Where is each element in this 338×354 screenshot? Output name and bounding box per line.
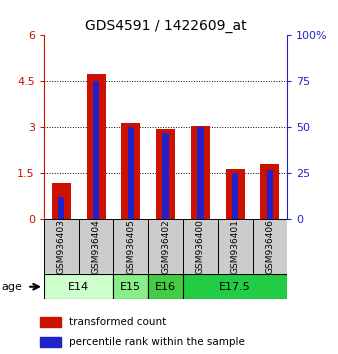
Bar bbox=[197, 127, 203, 219]
Bar bbox=[267, 170, 273, 219]
Bar bbox=[44, 219, 79, 274]
Bar bbox=[114, 274, 148, 299]
Text: E17.5: E17.5 bbox=[219, 282, 251, 292]
Bar bbox=[52, 183, 71, 219]
Text: GSM936404: GSM936404 bbox=[92, 219, 101, 274]
Text: E15: E15 bbox=[120, 282, 141, 292]
Bar bbox=[148, 274, 183, 299]
Bar bbox=[93, 81, 99, 219]
Text: age: age bbox=[2, 282, 23, 292]
Text: transformed count: transformed count bbox=[70, 317, 167, 327]
Title: GDS4591 / 1422609_at: GDS4591 / 1422609_at bbox=[85, 19, 246, 33]
Bar bbox=[183, 219, 218, 274]
Text: GSM936406: GSM936406 bbox=[265, 219, 274, 274]
Bar bbox=[58, 198, 65, 219]
Text: E16: E16 bbox=[155, 282, 176, 292]
Text: GSM936400: GSM936400 bbox=[196, 219, 205, 274]
Bar bbox=[121, 123, 140, 219]
Bar bbox=[156, 129, 175, 219]
Bar bbox=[225, 169, 245, 219]
Bar bbox=[218, 219, 252, 274]
Bar bbox=[163, 133, 169, 219]
Bar bbox=[232, 173, 238, 219]
Text: percentile rank within the sample: percentile rank within the sample bbox=[70, 337, 245, 347]
Bar bbox=[252, 219, 287, 274]
Text: GSM936405: GSM936405 bbox=[126, 219, 135, 274]
Bar bbox=[79, 219, 114, 274]
Bar bbox=[191, 126, 210, 219]
Bar bbox=[183, 274, 287, 299]
Text: E14: E14 bbox=[68, 282, 89, 292]
Bar bbox=[260, 164, 280, 219]
Bar bbox=[114, 219, 148, 274]
Bar bbox=[40, 337, 61, 347]
Text: GSM936403: GSM936403 bbox=[57, 219, 66, 274]
Bar bbox=[87, 74, 106, 219]
Bar bbox=[40, 317, 61, 327]
Text: GSM936401: GSM936401 bbox=[231, 219, 240, 274]
Bar bbox=[128, 127, 134, 219]
Bar bbox=[148, 219, 183, 274]
Text: GSM936402: GSM936402 bbox=[161, 219, 170, 274]
Bar bbox=[44, 274, 114, 299]
